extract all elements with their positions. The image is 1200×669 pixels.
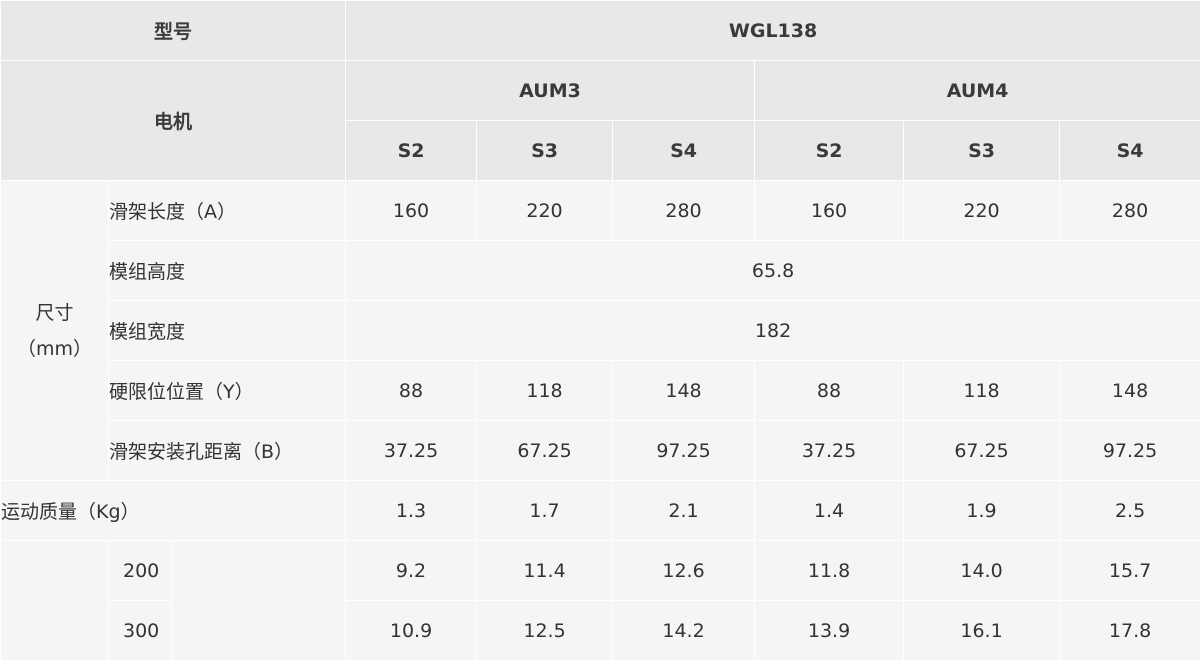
table-cell: 160 [754, 180, 905, 241]
table-cell: 280 [612, 180, 756, 241]
table-cell: 11.8 [754, 540, 905, 601]
row-label: 模组高度 [107, 240, 347, 301]
motor-row: 电机 AUM3 AUM4 [0, 60, 1200, 181]
table-cell: 67.25 [476, 420, 614, 481]
row-label: 硬限位位置（Y） [107, 360, 347, 421]
table-cell: 12.6 [612, 540, 756, 601]
table-cell: 148 [1059, 360, 1200, 421]
dimension-group-label: 尺寸 （mm） [0, 180, 109, 481]
table-cell: 88 [345, 360, 478, 421]
table-row: 模组宽度 182 [1, 300, 1200, 361]
row-label: 模组宽度 [107, 300, 347, 361]
table-cell: 1.7 [476, 480, 614, 541]
table-cell: 1.9 [903, 480, 1061, 541]
size-header: S4 [1059, 120, 1200, 181]
table-cell: 88 [754, 360, 905, 421]
table-cell: 2.5 [1059, 480, 1200, 541]
table-row: 300 10.9 12.5 14.2 13.9 16.1 17.8 [1, 600, 1200, 661]
table-cell: 37.25 [345, 420, 478, 481]
model-label: 型号 [0, 0, 347, 61]
motor-label: 电机 [0, 60, 347, 181]
size-header: S2 [754, 120, 905, 181]
table-cell: 9.2 [345, 540, 478, 601]
table-cell: 13.9 [754, 600, 905, 661]
size-header: S3 [476, 120, 614, 181]
model-row: 型号 WGL138 [0, 0, 1200, 61]
table-cell: 1.3 [345, 480, 478, 541]
table-cell: 16.1 [903, 600, 1061, 661]
row-label: 滑架安装孔距离（B） [107, 420, 347, 481]
merged-cell: 65.8 [345, 240, 1200, 301]
size-header: S3 [903, 120, 1061, 181]
table-cell: 118 [476, 360, 614, 421]
table-cell: 97.25 [1059, 420, 1200, 481]
table-cell: 17.8 [1059, 600, 1200, 661]
row-label: 滑架长度（A） [107, 180, 347, 241]
table-cell: 67.25 [903, 420, 1061, 481]
row-label: 运动质量（Kg） [0, 480, 347, 541]
size-header: S4 [612, 120, 756, 181]
size-row: S2 S3 S4 S2 S3 S4 [1, 120, 1200, 181]
merged-cell: 182 [345, 300, 1200, 361]
table-row: 运动质量（Kg） 1.3 1.7 2.1 1.4 1.9 2.5 [0, 480, 1200, 541]
table-row: 200 9.2 11.4 12.6 11.8 14.0 15.7 [0, 540, 1200, 661]
size-header: S2 [345, 120, 478, 181]
table-cell: 10.9 [345, 600, 478, 661]
table-row: 硬限位位置（Y） 88 118 148 88 118 148 [1, 360, 1200, 421]
table-cell: 220 [476, 180, 614, 241]
row-label: 200 [108, 540, 172, 601]
motor-aum3: AUM3 [345, 60, 756, 121]
table-cell: 37.25 [754, 420, 905, 481]
table-cell: 118 [903, 360, 1061, 421]
dimension-label-line1: 尺寸 [35, 301, 74, 324]
table-cell: 148 [612, 360, 756, 421]
stroke-spacer [170, 540, 347, 661]
table-cell: 14.2 [612, 600, 756, 661]
stroke-group-label [0, 540, 109, 661]
model-value: WGL138 [345, 0, 1200, 61]
table-cell: 2.1 [612, 480, 756, 541]
table-cell: 15.7 [1059, 540, 1200, 601]
table-row: 模组高度 65.8 [1, 240, 1200, 301]
table-row: 尺寸 （mm） 滑架长度（A） 160 220 280 160 220 280 [0, 180, 1200, 481]
table-cell: 280 [1059, 180, 1200, 241]
table-cell: 160 [345, 180, 478, 241]
table-cell: 97.25 [612, 420, 756, 481]
table-cell: 220 [903, 180, 1061, 241]
table-cell: 14.0 [903, 540, 1061, 601]
dimension-label-line2: （mm） [16, 337, 93, 360]
table-cell: 12.5 [476, 600, 614, 661]
table-cell: 11.4 [476, 540, 614, 601]
table-row: 滑架安装孔距离（B） 37.25 67.25 97.25 37.25 67.25… [1, 420, 1200, 481]
table-cell: 1.4 [754, 480, 905, 541]
row-label: 300 [108, 600, 172, 661]
motor-aum4: AUM4 [754, 60, 1200, 121]
